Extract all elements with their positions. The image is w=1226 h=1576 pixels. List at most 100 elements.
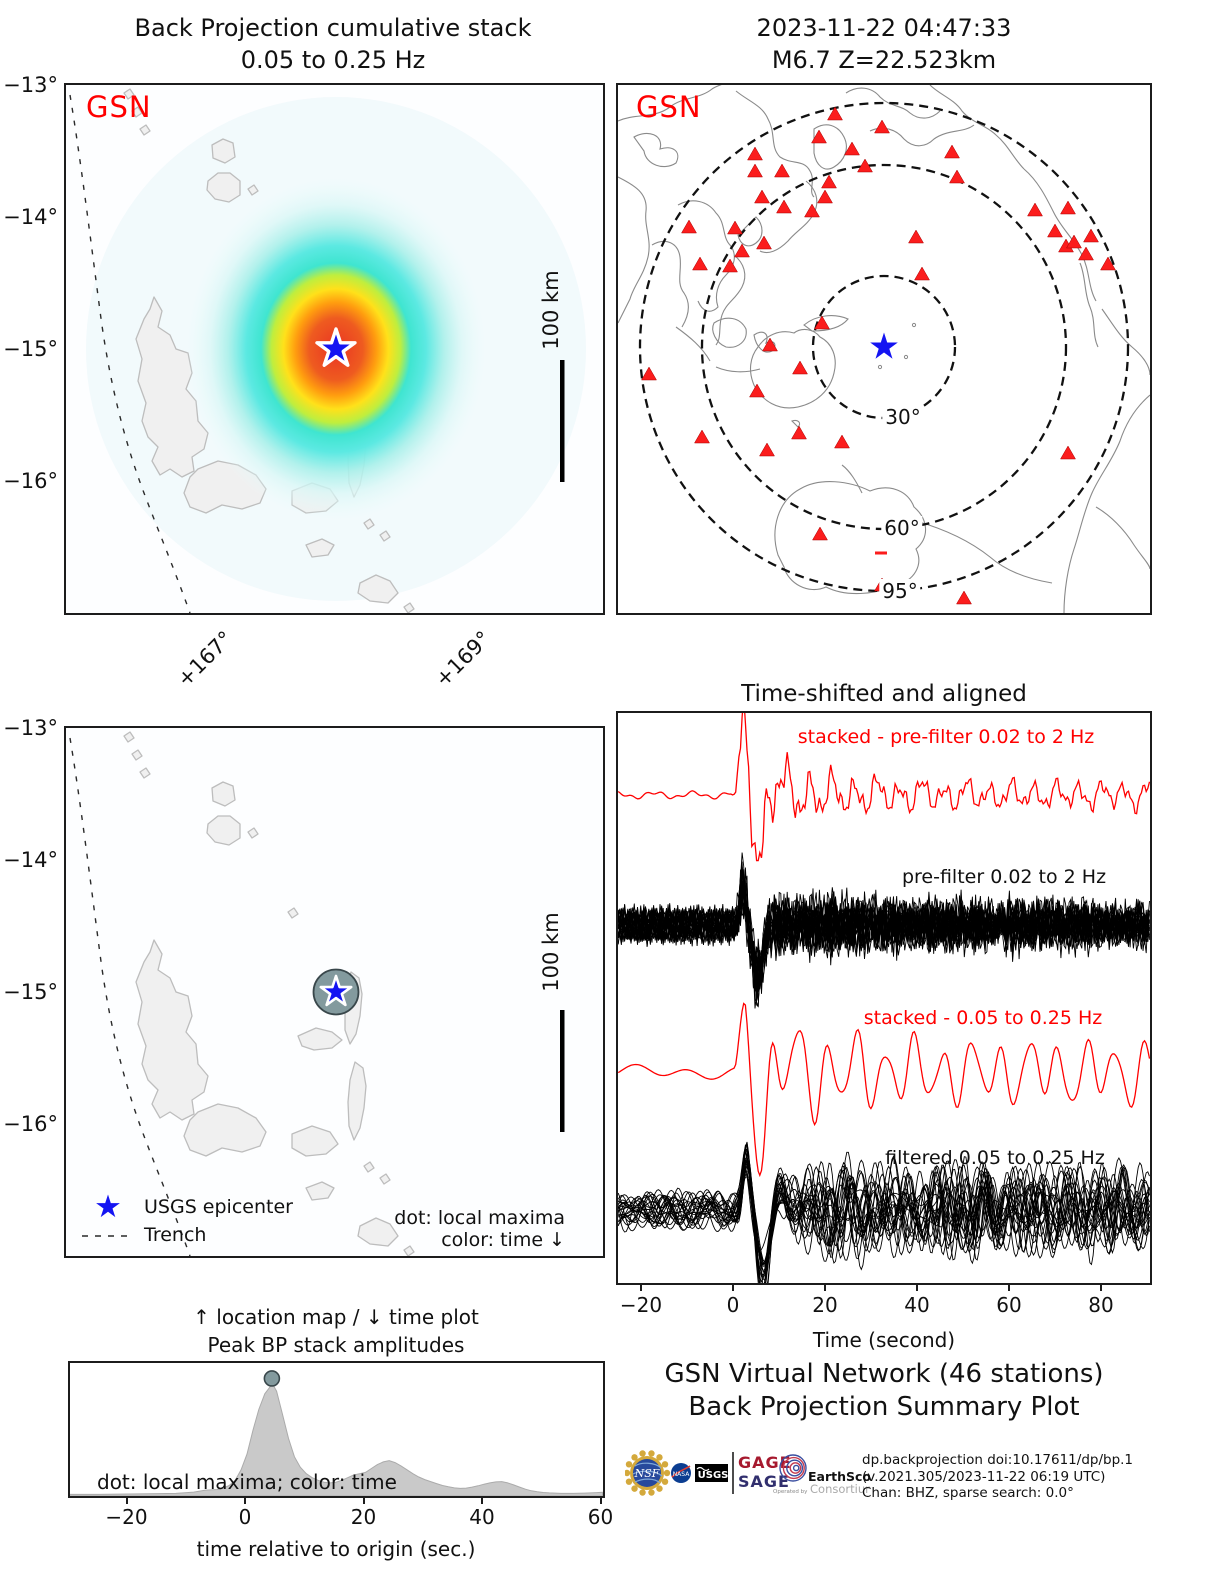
- label-filtered: filtered 0.05 to 0.25 Hz: [885, 1147, 1105, 1169]
- small-island: [903, 354, 909, 360]
- lon-tick-label-169: +169°: [430, 626, 496, 692]
- station-triangle: [1060, 445, 1076, 460]
- island: [131, 106, 143, 118]
- peak-amplitude-panel: [68, 1361, 605, 1498]
- waveform-xlabel: Time (second): [812, 1328, 956, 1352]
- credit-version: (v.2021.305/2023-11-22 06:19 UTC): [862, 1468, 1106, 1485]
- footer-title-line2: Back Projection Summary Plot: [688, 1392, 1080, 1422]
- epicenter-map-canvas: [66, 728, 603, 1256]
- coastline: [1095, 506, 1150, 570]
- island: [291, 1125, 339, 1157]
- waveform-canvas: [618, 713, 1150, 1283]
- coastline: [749, 328, 836, 409]
- peak-plot-title-line2: Peak BP stack amplitudes: [207, 1333, 465, 1357]
- footer-title-line1: GSN Virtual Network (46 stations): [664, 1359, 1104, 1389]
- note-local-maxima: dot: local maxima: [394, 1207, 565, 1229]
- plot-background: [70, 1363, 603, 1496]
- ring-label-60deg: 60°: [881, 516, 923, 540]
- epicenter-map-panel: [64, 726, 605, 1258]
- island: [305, 1181, 335, 1201]
- coastline-group: [618, 85, 1150, 613]
- island: [403, 602, 415, 613]
- island: [135, 296, 209, 478]
- station-trace: [618, 1160, 1150, 1263]
- station-triangle: [857, 158, 873, 173]
- x-tick-label: −20: [619, 1293, 663, 1317]
- station-triangle: [827, 106, 843, 121]
- label-stacked-broadband: stacked - pre-filter 0.02 to 2 Hz: [797, 726, 1095, 748]
- gsn-network-label: GSN: [636, 90, 702, 124]
- scale-bar-label: 100 km: [539, 912, 563, 992]
- x-tick-label: 60: [587, 1505, 614, 1529]
- usgs-epicenter-star: [315, 327, 357, 367]
- usgs-epicenter-star: [319, 974, 353, 1007]
- ring-label-95deg: 95°: [879, 579, 921, 603]
- lat-tick-label: −13°: [3, 716, 58, 740]
- bp-heatmap-panel: [64, 83, 605, 615]
- station-triangle: [759, 442, 775, 457]
- coastline: [737, 216, 763, 247]
- island: [206, 815, 241, 846]
- station-triangle: [792, 360, 808, 375]
- lat-tick-label: −15°: [3, 980, 58, 1004]
- x-tick: [599, 1496, 602, 1504]
- gsn-network-label: GSN: [86, 90, 152, 124]
- station-triangle: [734, 243, 750, 258]
- x-tick: [1100, 1283, 1102, 1291]
- x-tick: [481, 1496, 483, 1504]
- legend-usgs-epicenter-label: USGS epicenter: [144, 1196, 293, 1218]
- lat-tick-label: −14°: [3, 205, 58, 229]
- station-triangle: [821, 174, 837, 189]
- coastline: [618, 176, 650, 324]
- stacked-trace: [618, 713, 1150, 862]
- lon-tick-label-167: +167°: [172, 626, 238, 692]
- consortium-wordmark: Consortium: [810, 1482, 870, 1496]
- station-triangle: [1066, 234, 1082, 249]
- station-triangle: [692, 256, 708, 271]
- coastline: [841, 464, 863, 494]
- island: [379, 1173, 391, 1185]
- x-tick: [125, 1496, 128, 1504]
- coastline: [677, 200, 735, 312]
- island: [211, 781, 236, 807]
- coastline: [1079, 262, 1099, 348]
- island: [403, 1245, 415, 1256]
- x-tick: [916, 1283, 918, 1291]
- sage-wordmark: SAGE: [738, 1472, 790, 1491]
- scale-bar: [560, 360, 565, 482]
- island: [305, 538, 335, 558]
- event-magnitude-depth-title: M6.7 Z=22.523km: [771, 46, 997, 74]
- station-triangle: [1100, 256, 1116, 271]
- coastline: [1063, 394, 1150, 613]
- station-triangle: [944, 144, 960, 159]
- bp-map-title-line1: Back Projection cumulative stack: [134, 14, 532, 42]
- lat-tick-label: −16°: [3, 1112, 58, 1136]
- peak-plot-note: dot: local maxima; color: time: [97, 1470, 397, 1494]
- station-triangle: [791, 425, 807, 440]
- island: [211, 138, 236, 164]
- legend-star-icon: [96, 1194, 120, 1218]
- island: [123, 731, 135, 743]
- coastline: [803, 315, 849, 332]
- station-triangle: [949, 169, 965, 184]
- station-triangle: [804, 203, 820, 218]
- island: [139, 767, 151, 779]
- operated-by-text: Operated by: [773, 1489, 808, 1495]
- station-triangle: [811, 129, 827, 144]
- credit-block: dp.backprojection doi:10.17611/dp/bp.1 (…: [862, 1452, 1133, 1502]
- nasa-logo: NASA: [671, 1463, 691, 1483]
- coastline: [869, 124, 975, 147]
- lat-tick-label: −16°: [3, 469, 58, 493]
- nsf-logo-text: NSF: [634, 1467, 660, 1480]
- label-stacked-filtered: stacked - 0.05 to 0.25 Hz: [863, 1007, 1103, 1029]
- station-triangle: [681, 219, 697, 234]
- trace-bundle: [618, 1141, 1150, 1283]
- coastline: [790, 419, 801, 428]
- station-triangle: [1078, 246, 1094, 261]
- station-triangle: [956, 590, 972, 605]
- x-tick-label: 40: [469, 1505, 495, 1529]
- island: [247, 827, 259, 839]
- peak-amplitude-canvas: [70, 1363, 603, 1496]
- island: [357, 574, 399, 604]
